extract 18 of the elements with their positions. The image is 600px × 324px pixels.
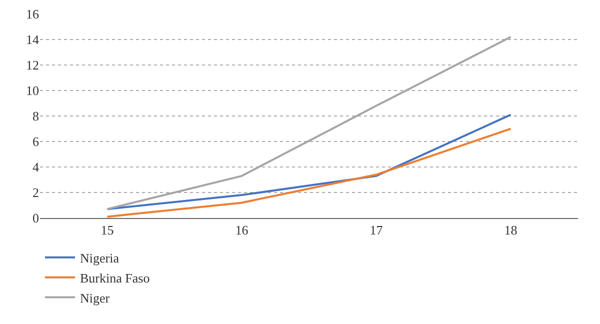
- y-tick-label: 16: [26, 6, 40, 22]
- x-tick-label: 18: [504, 222, 518, 238]
- legend-label: Niger: [80, 290, 110, 306]
- y-tick-label: 4: [32, 160, 40, 175]
- y-tick-label: 0: [32, 210, 39, 226]
- y-tick-label: 8: [32, 108, 39, 124]
- y-tick-label: 6: [32, 134, 40, 150]
- line-series: [106, 128, 512, 218]
- x-tick-label: 16: [235, 222, 249, 238]
- y-tick-label: 14: [26, 32, 40, 48]
- line-series: [106, 114, 512, 210]
- legend-label: Burkina Faso: [80, 270, 150, 286]
- y-tick-label: 2: [32, 185, 39, 200]
- x-tick-label: 17: [370, 222, 384, 238]
- legend-label: Nigeria: [80, 250, 120, 266]
- y-tick-label: 12: [26, 58, 39, 73]
- x-tick-label: 15: [100, 222, 114, 238]
- y-tick-label: 10: [26, 83, 39, 98]
